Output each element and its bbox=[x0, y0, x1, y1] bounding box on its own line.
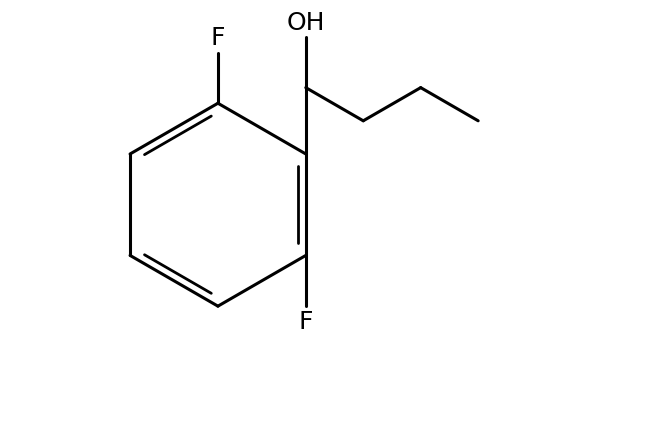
Text: F: F bbox=[210, 26, 225, 50]
Text: OH: OH bbox=[287, 11, 325, 35]
Text: F: F bbox=[299, 310, 313, 334]
